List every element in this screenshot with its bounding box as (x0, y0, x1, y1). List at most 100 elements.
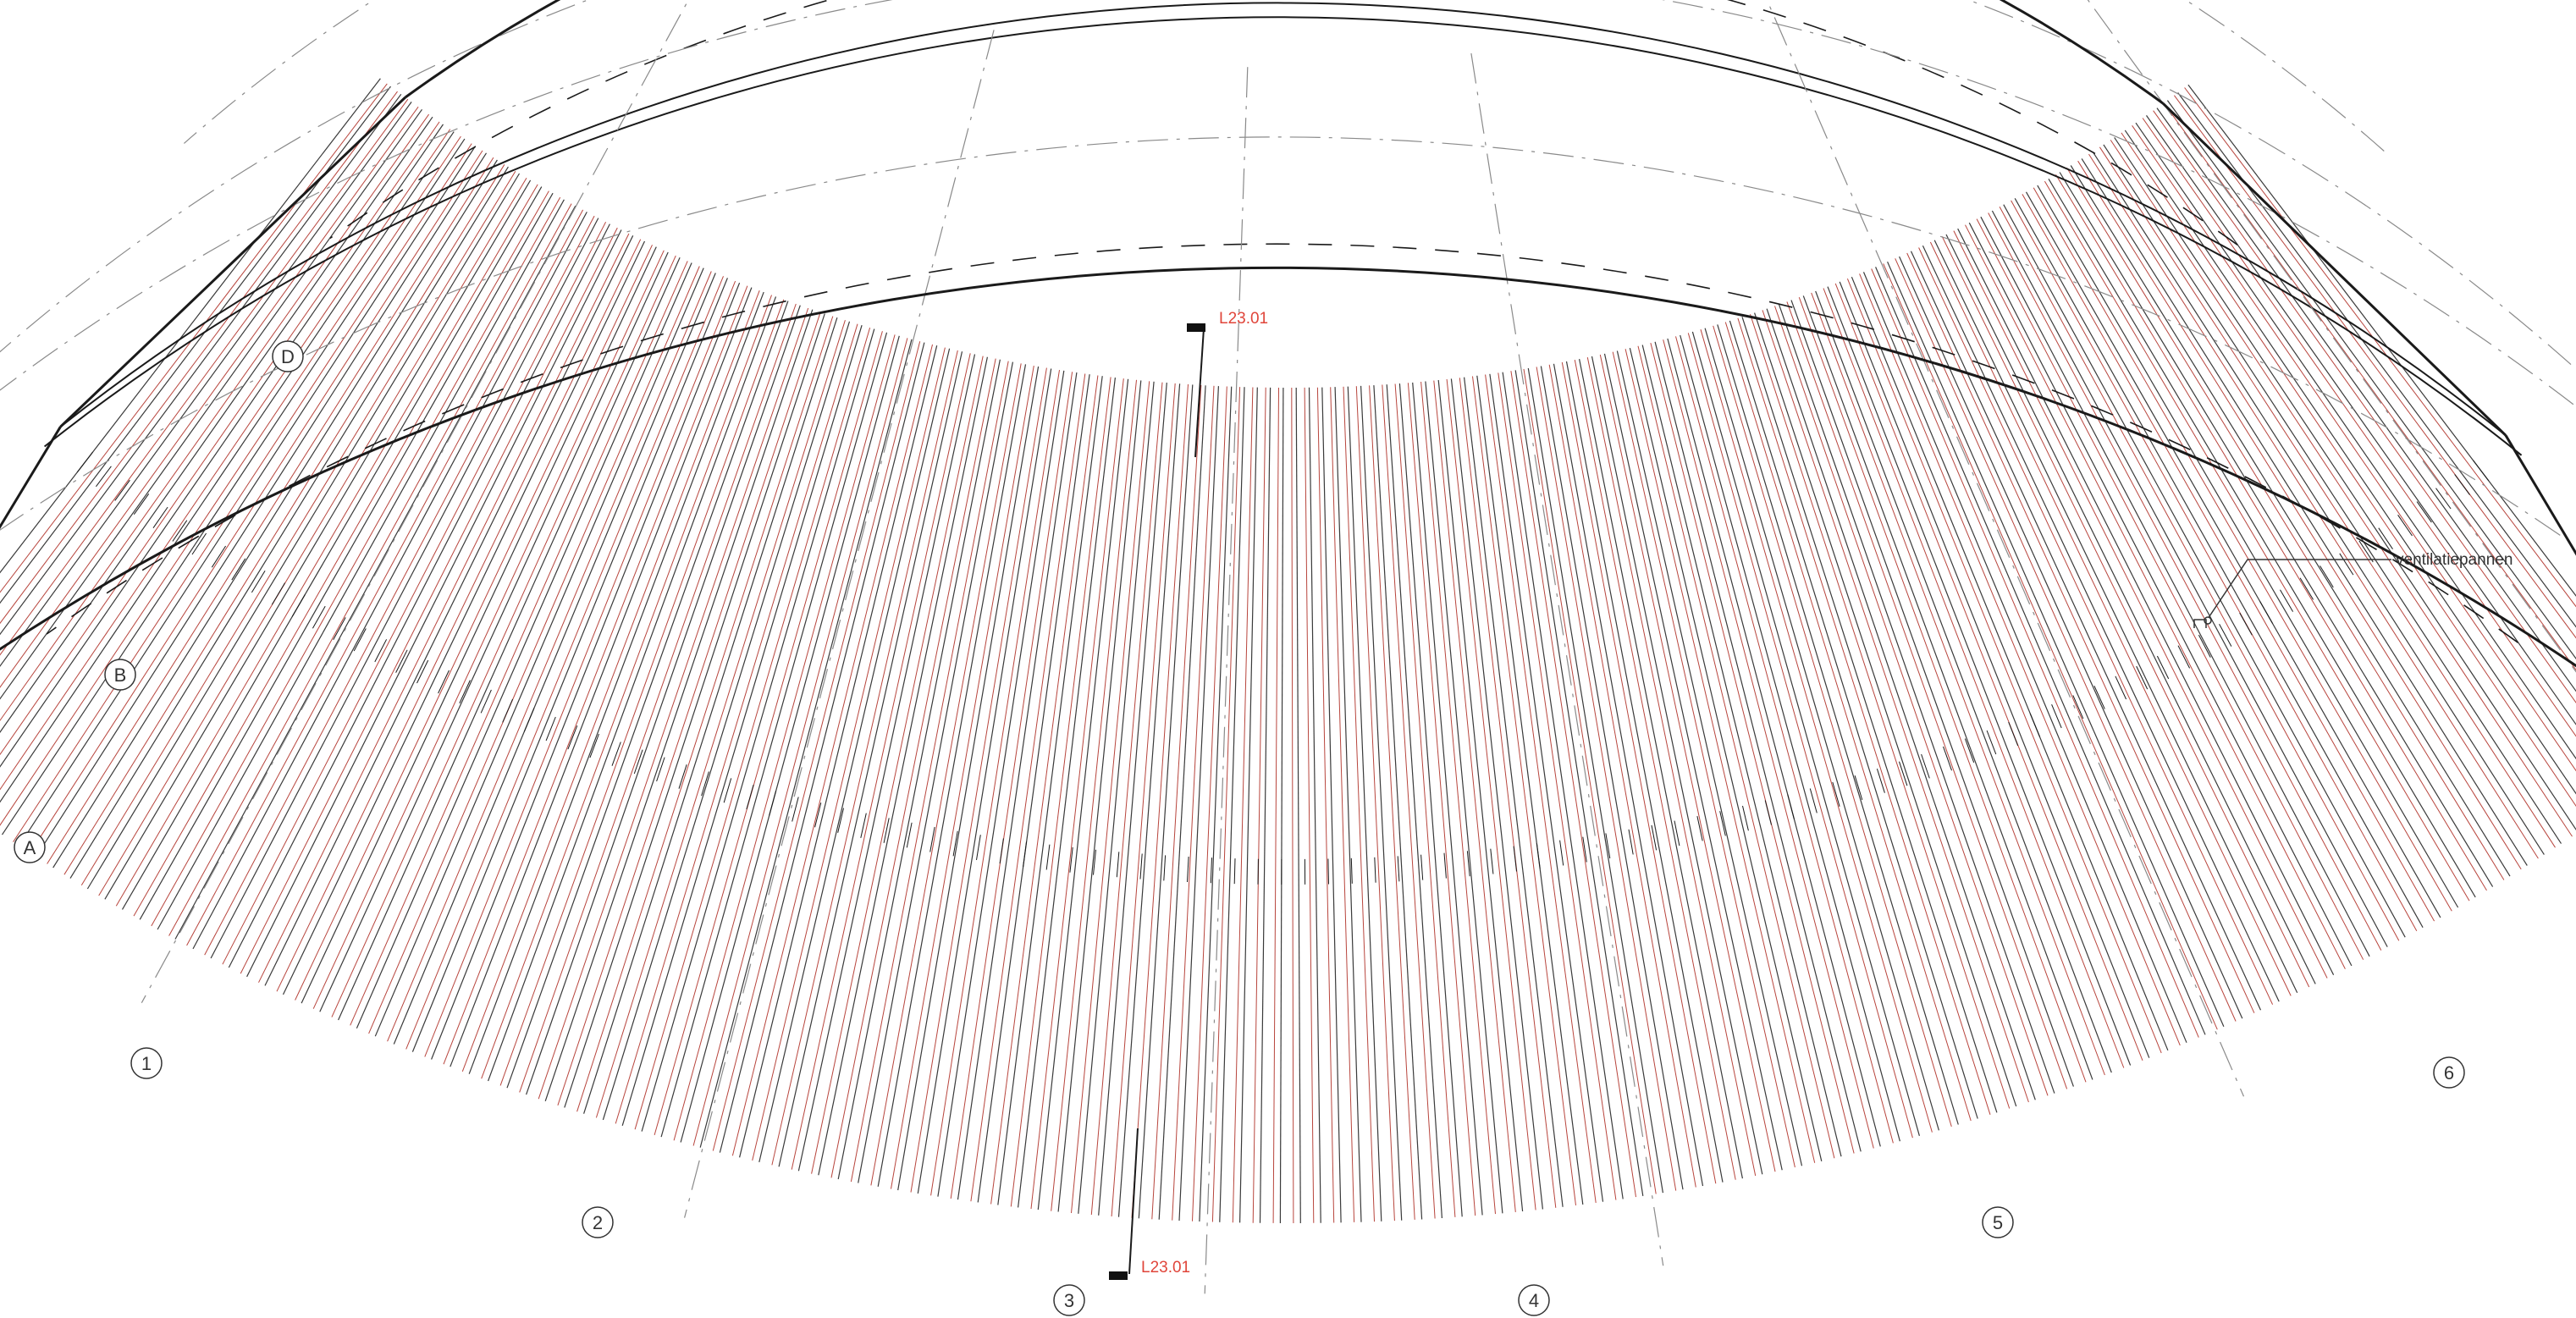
tile-line (174, 205, 576, 940)
grid-radial-6 (2087, 0, 2576, 673)
band-tick (1582, 836, 1587, 863)
tile-line-accent (1536, 367, 1677, 1191)
band-tick (1466, 851, 1470, 877)
purlin-line-upper (329, 0, 2238, 245)
tile-line (104, 179, 532, 900)
tile-line (506, 301, 789, 1089)
band-tick (1163, 855, 1167, 881)
band-tick (271, 582, 286, 605)
band-tick (2320, 565, 2334, 588)
tile-line (1827, 286, 2132, 1066)
tile-line (1239, 387, 1258, 1223)
tile-line-accent (1918, 247, 2274, 1005)
tile-line-accent (1599, 354, 1776, 1172)
tile-line (837, 359, 1001, 1180)
tile-line-accent (557, 312, 821, 1106)
tile-line-accent (576, 316, 834, 1112)
grid-label-B: B (114, 665, 127, 686)
tile-line-accent (1724, 322, 1972, 1122)
tile-line-accent (1498, 372, 1617, 1200)
tile-line-accent (2121, 132, 2576, 808)
band-tick (251, 571, 266, 593)
tile-line (583, 317, 838, 1114)
tile-line-accent (424, 280, 736, 1057)
tile-line-accent (2033, 187, 2452, 912)
ventilation-label: ventilatiepannen (2396, 551, 2513, 569)
band-tick (1139, 853, 1143, 880)
band-tick (1420, 854, 1424, 880)
tile-line-accent (1846, 278, 2162, 1054)
grid-label-A: A (24, 837, 36, 858)
tile-line (157, 199, 565, 930)
tile-line-accent (910, 367, 1047, 1193)
tile-line (1899, 256, 2243, 1019)
tile-line-accent (1999, 207, 2400, 941)
band-tick (459, 680, 471, 704)
tile-line (338, 257, 681, 1021)
grid-bubble-A: A (14, 831, 46, 863)
tile-line-accent (1252, 387, 1266, 1223)
tile-line-accent (830, 358, 996, 1178)
band-tick (374, 639, 388, 663)
band-tick (312, 605, 326, 629)
tile-line (0, 93, 402, 636)
tile-line (0, 131, 455, 803)
tile-line (1295, 387, 1301, 1224)
tile-line (2177, 92, 2576, 628)
tile-line (858, 361, 1013, 1183)
tile-line (526, 305, 801, 1095)
tile-line-accent (850, 361, 1009, 1183)
tile-line-accent (0, 91, 398, 625)
tile-line (1347, 386, 1382, 1221)
tile-line (393, 273, 716, 1045)
tile-line-accent (1420, 381, 1496, 1215)
tile-line (1616, 350, 1803, 1166)
grid-bubble-D: D (272, 340, 304, 372)
tile-line-accent (1574, 360, 1736, 1180)
tile-line (1766, 308, 2036, 1100)
band-tick (2072, 695, 2084, 720)
band-tick (952, 830, 958, 857)
tile-line (488, 296, 777, 1082)
tile-line (2025, 191, 2441, 918)
band-tick (291, 594, 306, 617)
tile-line (301, 246, 657, 1004)
tile-line-accent (1131, 383, 1189, 1218)
band-tick (792, 797, 799, 822)
tile-line-accent (791, 353, 971, 1170)
band-tick (1921, 753, 1930, 779)
tile-line-accent (1774, 306, 2049, 1096)
section-label-bottom: L23.01 (1141, 1259, 1190, 1277)
band-tick (2115, 676, 2127, 700)
tile-line (1464, 377, 1564, 1207)
tile-line (719, 342, 925, 1153)
tile-line (2037, 185, 2459, 908)
tile-line (778, 351, 963, 1167)
tile-line (564, 313, 825, 1108)
tile-line (602, 321, 851, 1121)
section-marker-bottom: L23.01 (1109, 1128, 1190, 1280)
tile-line (0, 78, 381, 574)
tile-line-accent (970, 373, 1086, 1202)
band-tick (2378, 527, 2393, 549)
tile-line-accent (1172, 385, 1215, 1221)
roof-outline (0, 0, 2576, 668)
tile-line-accent (1906, 252, 2255, 1013)
tile-line (1875, 267, 2206, 1035)
grid-arc-B (0, 0, 2572, 366)
band-tick (191, 532, 207, 555)
tile-line-accent (2088, 153, 2539, 859)
tile-line-accent (115, 184, 538, 907)
tile-line (877, 364, 1027, 1187)
tile-line-accent (2055, 174, 2487, 891)
grid-label-4: 4 (1529, 1290, 1539, 1311)
tile-line-accent (615, 323, 858, 1124)
tile-line-accent (276, 239, 642, 992)
tile-line (699, 339, 913, 1148)
tile-line (2187, 84, 2576, 597)
band-tick (1986, 730, 1997, 755)
tile-line (1425, 381, 1503, 1214)
tile-line-accent (461, 290, 760, 1072)
band-tick (1764, 800, 1772, 825)
band-tick (589, 733, 599, 758)
